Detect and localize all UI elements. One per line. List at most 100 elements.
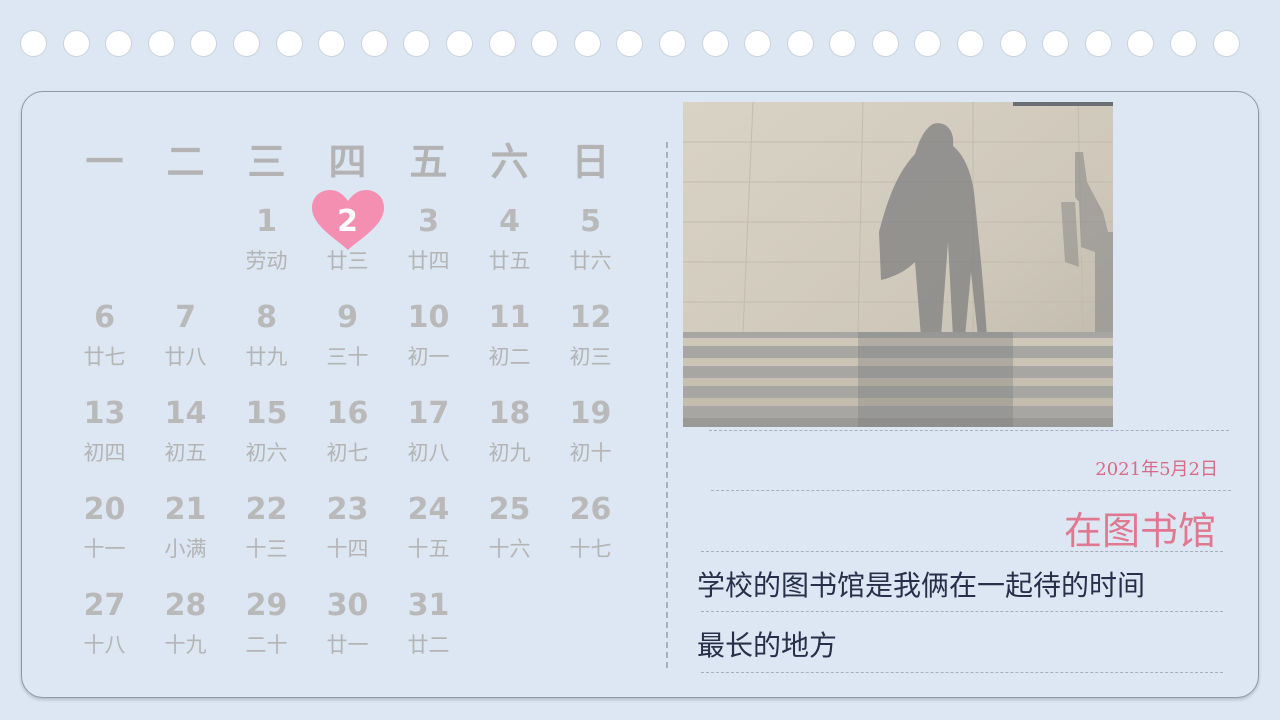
calendar-day[interactable]: 5 廿六 xyxy=(550,194,631,290)
day-number: 23 xyxy=(326,492,369,527)
column-divider xyxy=(666,142,668,668)
lunar-date: 廿六 xyxy=(569,249,612,273)
calendar-day[interactable]: 30 廿一 xyxy=(307,578,388,674)
calendar-day[interactable]: 16 初七 xyxy=(307,386,388,482)
weekday-header: 一二三四五六日 xyxy=(64,130,630,194)
day-number: 27 xyxy=(83,588,126,623)
calendar-day[interactable]: 31 廿二 xyxy=(388,578,469,674)
day-number: 9 xyxy=(337,300,358,335)
calendar-day[interactable]: 20 十一 xyxy=(64,482,145,578)
calendar-day[interactable]: 2 廿三 xyxy=(307,190,388,290)
weekday-label: 四 xyxy=(328,139,367,184)
entry-place: 在图书馆 xyxy=(1063,509,1216,553)
calendar-day[interactable]: 18 初九 xyxy=(469,386,550,482)
calendar-day[interactable]: 1 劳动 xyxy=(226,194,307,290)
lunar-date: 初二 xyxy=(488,345,531,369)
calendar-day[interactable]: 3 廿四 xyxy=(388,194,469,290)
lunar-date: 十三 xyxy=(245,537,288,561)
lunar-date: 廿七 xyxy=(83,345,126,369)
calendar-day[interactable]: 29 二十 xyxy=(226,578,307,674)
binding-hole xyxy=(871,30,899,57)
calendar-day[interactable]: 9 三十 xyxy=(307,290,388,386)
day-number: 12 xyxy=(569,300,612,335)
calendar-empty-cell xyxy=(550,578,631,674)
calendar-day[interactable]: 7 廿八 xyxy=(145,290,226,386)
binding-hole xyxy=(957,30,985,57)
day-number: 13 xyxy=(83,396,126,431)
lunar-date: 十五 xyxy=(407,537,450,561)
calendar-day[interactable]: 15 初六 xyxy=(226,386,307,482)
lunar-date: 十四 xyxy=(326,537,369,561)
calendar-day[interactable]: 13 初四 xyxy=(64,386,145,482)
calendar-week-row: 1 劳动 2 廿三 3 廿四 4 廿五 5 廿六 xyxy=(64,190,631,290)
day-number: 10 xyxy=(407,300,450,335)
calendar-day[interactable]: 8 廿九 xyxy=(226,290,307,386)
lunar-date: 初八 xyxy=(407,441,450,465)
lunar-date: 小满 xyxy=(164,537,207,561)
calendar-day[interactable]: 11 初二 xyxy=(469,290,550,386)
binding-hole xyxy=(999,30,1027,57)
binding-hole xyxy=(62,30,90,57)
weekday-label: 二 xyxy=(166,139,205,184)
day-number: 3 xyxy=(418,204,439,239)
shadow-photo xyxy=(683,102,1113,427)
weekday-label: 一 xyxy=(85,139,124,184)
calendar-day[interactable]: 28 十九 xyxy=(145,578,226,674)
lunar-date: 劳动 xyxy=(245,249,288,273)
binding-hole xyxy=(701,30,729,57)
calendar-day[interactable]: 4 廿五 xyxy=(469,194,550,290)
entry-description-line1: 学校的图书馆是我俩在一起待的时间 xyxy=(697,569,1146,602)
binding-holes xyxy=(20,30,1260,58)
day-number: 11 xyxy=(488,300,531,335)
binding-hole xyxy=(616,30,644,57)
calendar-day[interactable]: 24 十五 xyxy=(388,482,469,578)
day-number: 19 xyxy=(569,396,612,431)
binding-hole xyxy=(20,30,47,57)
calendar-day[interactable]: 17 初八 xyxy=(388,386,469,482)
lunar-date: 三十 xyxy=(326,345,369,369)
binding-hole xyxy=(531,30,559,57)
calendar-day[interactable]: 6 廿七 xyxy=(64,290,145,386)
binding-hole xyxy=(318,30,346,57)
day-number: 7 xyxy=(175,300,196,335)
calendar-day[interactable]: 22 十三 xyxy=(226,482,307,578)
rule-line xyxy=(701,551,1223,552)
binding-hole xyxy=(403,30,431,57)
month-calendar: 一二三四五六日 1 劳动 2 廿三 3 廿四 4 廿五 5 廿六 6 廿七 7 廿八 8 廿九 9 三十 10 初一 1… xyxy=(64,130,630,674)
binding-hole xyxy=(1170,30,1198,57)
calendar-day[interactable]: 14 初五 xyxy=(145,386,226,482)
day-number: 22 xyxy=(245,492,288,527)
lunar-date: 十一 xyxy=(83,537,126,561)
calendar-day[interactable]: 27 十八 xyxy=(64,578,145,674)
binding-hole xyxy=(275,30,303,57)
binding-hole xyxy=(744,30,772,57)
day-number-highlighted: 2 xyxy=(337,204,358,239)
calendar-day[interactable]: 26 十七 xyxy=(550,482,631,578)
day-number: 21 xyxy=(164,492,207,527)
binding-hole xyxy=(658,30,686,57)
lunar-date: 廿九 xyxy=(245,345,288,369)
calendar-day[interactable]: 10 初一 xyxy=(388,290,469,386)
day-number: 20 xyxy=(83,492,126,527)
binding-hole xyxy=(105,30,133,57)
calendar-day[interactable]: 12 初三 xyxy=(550,290,631,386)
calendar-empty-cell xyxy=(469,578,550,674)
day-number: 26 xyxy=(569,492,612,527)
binding-hole xyxy=(232,30,260,57)
binding-hole xyxy=(1042,30,1070,57)
calendar-week-row: 27 十八 28 十九 29 二十 30 廿一 31 廿二 xyxy=(64,578,630,674)
calendar-day[interactable]: 23 十四 xyxy=(307,482,388,578)
weekday-label: 日 xyxy=(571,139,610,184)
calendar-day[interactable]: 25 十六 xyxy=(469,482,550,578)
calendar-week-row: 13 初四 14 初五 15 初六 16 初七 17 初八 18 初九 19 初十 xyxy=(64,386,630,482)
rule-line xyxy=(701,672,1223,673)
day-number: 30 xyxy=(326,588,369,623)
lunar-date: 初三 xyxy=(569,345,612,369)
heart-icon xyxy=(312,190,384,250)
day-number: 4 xyxy=(499,204,520,239)
calendar-day[interactable]: 21 小满 xyxy=(145,482,226,578)
lunar-date: 廿二 xyxy=(407,633,450,657)
binding-hole xyxy=(829,30,857,57)
lunar-date: 廿一 xyxy=(326,633,369,657)
calendar-day[interactable]: 19 初十 xyxy=(550,386,631,482)
